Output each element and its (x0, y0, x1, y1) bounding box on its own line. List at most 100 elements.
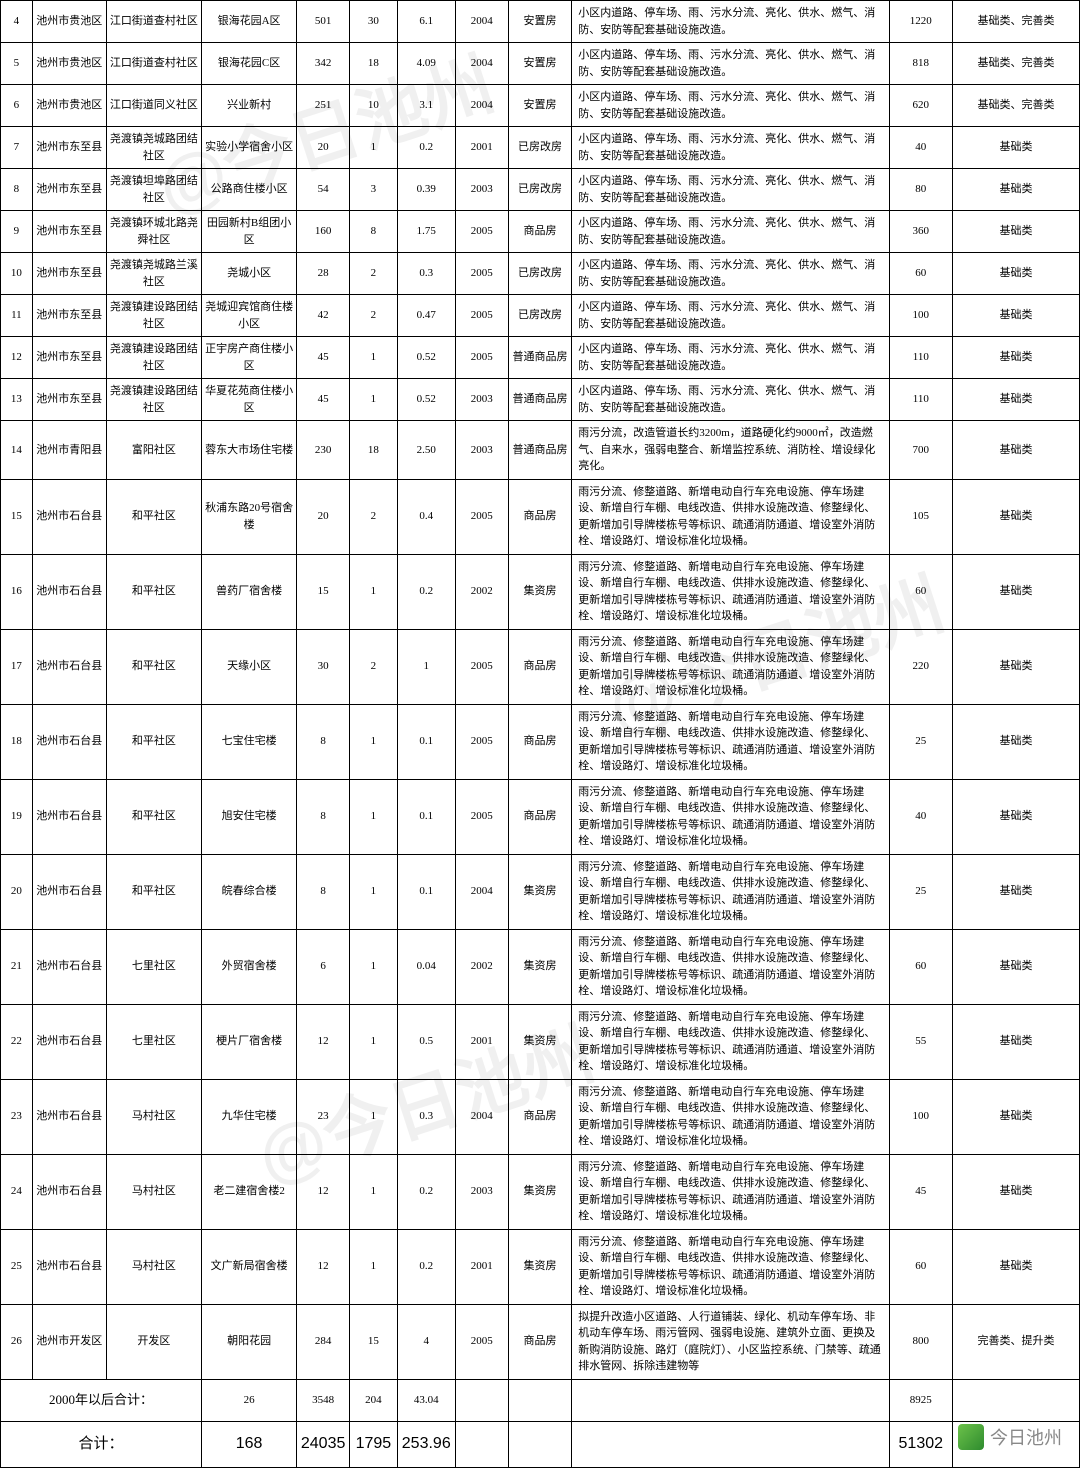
table-cell: 2002 (455, 929, 508, 1004)
table-cell: 兽药厂宿舍楼 (201, 554, 296, 629)
table-cell: 28 (297, 253, 350, 295)
table-row: 12池州市东至县尧渡镇建设路团结社区正宇房产商住楼小区4510.522005普通… (1, 337, 1080, 379)
table-cell: 45 (297, 379, 350, 421)
table-cell: 26 (1, 1304, 33, 1379)
table-cell: 池州市石台县 (32, 854, 106, 929)
table-cell: 2.50 (397, 421, 455, 480)
table-cell: 5 (1, 43, 33, 85)
table-cell: 6 (297, 929, 350, 1004)
table-cell: 360 (889, 211, 952, 253)
table-cell: 1 (350, 704, 398, 779)
table-cell: 2004 (455, 854, 508, 929)
table-row: 16池州市石台县和平社区兽药厂宿舍楼1510.22002集资房雨污分流、修整道路… (1, 554, 1080, 629)
table-row: 6池州市贵池区江口街道同义社区兴业新村251103.12004安置房小区内道路、… (1, 85, 1080, 127)
table-cell: 小区内道路、停车场、雨、污水分流、亮化、供水、燃气、消防、安防等配套基础设施改造… (572, 85, 889, 127)
table-cell: 16 (1, 554, 33, 629)
table-cell: 小区内道路、停车场、雨、污水分流、亮化、供水、燃气、消防、安防等配套基础设施改造… (572, 337, 889, 379)
table-cell: 池州市石台县 (32, 1004, 106, 1079)
table-cell: 雨污分流、修整道路、新增电动自行车充电设施、停车场建设、新增自行车棚、电线改造、… (572, 854, 889, 929)
table-cell: 2004 (455, 43, 508, 85)
table-cell: 2004 (455, 85, 508, 127)
table-cell: 马村社区 (106, 1229, 201, 1304)
table-cell: 25 (889, 704, 952, 779)
table-cell: 基础类 (953, 295, 1080, 337)
table-cell: 安置房 (508, 85, 571, 127)
table-cell: 拟提升改造小区道路、人行道铺装、绿化、机动车停车场、非机动车停车场、雨污管网、强… (572, 1304, 889, 1379)
table-cell: 0.04 (397, 929, 455, 1004)
table-cell: 30 (297, 629, 350, 704)
table-cell: 马村社区 (106, 1079, 201, 1154)
table-cell: 253.96 (397, 1421, 455, 1467)
source-logo-icon (958, 1424, 984, 1450)
table-cell: 2003 (455, 421, 508, 480)
table-cell: 26 (201, 1379, 296, 1421)
table-cell: 40 (889, 127, 952, 169)
table-cell: 168 (201, 1421, 296, 1467)
table-cell: 商品房 (508, 704, 571, 779)
table-cell: 2005 (455, 211, 508, 253)
data-table: 4池州市贵池区江口街道查村社区银海花园A区501306.12004安置房小区内道… (0, 0, 1080, 1468)
table-cell: 14 (1, 421, 33, 480)
table-row: 21池州市石台县七里社区外贸宿舍楼610.042002集资房雨污分流、修整道路、… (1, 929, 1080, 1004)
table-cell: 6.1 (397, 1, 455, 43)
table-cell: 25 (1, 1229, 33, 1304)
table-cell: 集资房 (508, 1154, 571, 1229)
table-cell: 池州市贵池区 (32, 1, 106, 43)
table-cell: 马村社区 (106, 1154, 201, 1229)
table-cell: 江口街道查村社区 (106, 1, 201, 43)
table-cell: 110 (889, 337, 952, 379)
table-cell: 池州市开发区 (32, 1304, 106, 1379)
table-cell: 2005 (455, 629, 508, 704)
table-cell: 2004 (455, 1, 508, 43)
table-cell: 秋浦东路20号宿舍楼 (201, 479, 296, 554)
table-cell: 集资房 (508, 1229, 571, 1304)
table-cell: 342 (297, 43, 350, 85)
table-cell: 基础类 (953, 704, 1080, 779)
table-cell: 尧城小区 (201, 253, 296, 295)
table-cell: 雨污分流、修整道路、新增电动自行车充电设施、停车场建设、新增自行车棚、电线改造、… (572, 1004, 889, 1079)
table-row: 26池州市开发区开发区朝阳花园2841542005商品房拟提升改造小区道路、人行… (1, 1304, 1080, 1379)
table-cell: 朝阳花园 (201, 1304, 296, 1379)
table-cell: 池州市石台县 (32, 554, 106, 629)
table-row: 11池州市东至县尧渡镇建设路团结社区尧城迎宾馆商住楼小区4220.472005已… (1, 295, 1080, 337)
table-cell: 基础类 (953, 253, 1080, 295)
table-cell: 0.2 (397, 127, 455, 169)
table-cell: 和平社区 (106, 854, 201, 929)
table-cell: 620 (889, 85, 952, 127)
table-cell: 尧渡镇建设路团结社区 (106, 337, 201, 379)
table-cell: 2005 (455, 779, 508, 854)
table-cell: 60 (889, 554, 952, 629)
table-cell: 60 (889, 929, 952, 1004)
table-cell: 0.3 (397, 1079, 455, 1154)
table-row: 25池州市石台县马村社区文广新局宿舍楼1210.22001集资房雨污分流、修整道… (1, 1229, 1080, 1304)
table-row: 24池州市石台县马村社区老二建宿舍楼21210.22003集资房雨污分流、修整道… (1, 1154, 1080, 1229)
table-cell: 230 (297, 421, 350, 480)
table-cell: 3.1 (397, 85, 455, 127)
table-cell: 24 (1, 1154, 33, 1229)
table-cell: 小区内道路、停车场、雨、污水分流、亮化、供水、燃气、消防、安防等配套基础设施改造… (572, 253, 889, 295)
table-cell: 基础类 (953, 479, 1080, 554)
table-cell: 梗片厂宿舍楼 (201, 1004, 296, 1079)
table-cell: 8 (297, 854, 350, 929)
table-cell: 1 (350, 1229, 398, 1304)
table-cell: 2005 (455, 704, 508, 779)
table-cell: 80 (889, 169, 952, 211)
table-cell: 10 (350, 85, 398, 127)
table-cell: 蓉东大市场住宅楼 (201, 421, 296, 480)
table-cell: 富阳社区 (106, 421, 201, 480)
table-cell: 和平社区 (106, 704, 201, 779)
table-cell: 818 (889, 43, 952, 85)
table-cell: 0.52 (397, 337, 455, 379)
table-cell: 3548 (297, 1379, 350, 1421)
table-cell: 基础类 (953, 1154, 1080, 1229)
table-cell: 0.1 (397, 704, 455, 779)
table-cell: 700 (889, 421, 952, 480)
table-cell: 204 (350, 1379, 398, 1421)
table-cell: 安置房 (508, 1, 571, 43)
table-cell: 基础类 (953, 379, 1080, 421)
table-cell: 尧渡镇尧城路兰溪社区 (106, 253, 201, 295)
table-row: 17池州市石台县和平社区天缘小区30212005商品房雨污分流、修整道路、新增电… (1, 629, 1080, 704)
table-cell: 100 (889, 295, 952, 337)
table-cell: 2002 (455, 554, 508, 629)
table-cell: 银海花园C区 (201, 43, 296, 85)
